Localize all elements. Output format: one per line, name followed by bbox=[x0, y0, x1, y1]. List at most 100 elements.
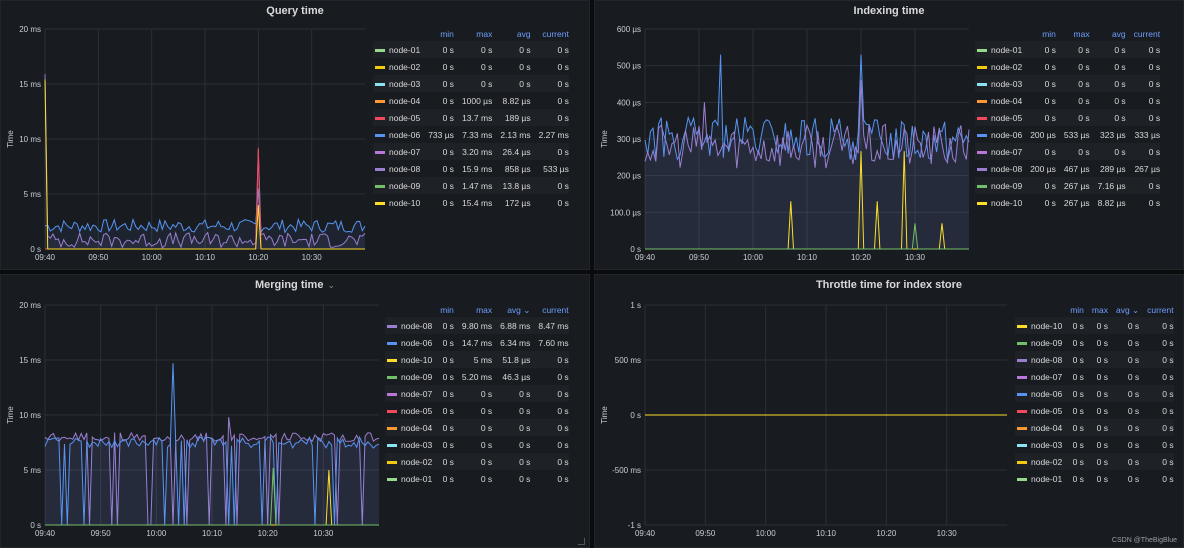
legend-row-node-01[interactable]: node-01 0 s 0 s 0 s 0 s bbox=[975, 41, 1161, 58]
legend-header-current[interactable]: current bbox=[1147, 305, 1174, 315]
legend-row-node-06[interactable]: node-06 0 s 0 s 0 s 0 s bbox=[1015, 385, 1174, 402]
series-color-swatch[interactable] bbox=[1017, 375, 1027, 379]
legend-row-node-07[interactable]: node-07 0 s 0 s 0 s 0 s bbox=[975, 143, 1161, 160]
legend-header-max[interactable]: max bbox=[1073, 29, 1090, 39]
legend-series-name[interactable]: node-03 bbox=[991, 78, 1023, 89]
legend-row-node-04[interactable]: node-04 0 s 0 s 0 s 0 s bbox=[975, 92, 1160, 109]
panel-title[interactable]: Throttle time for index store bbox=[815, 279, 963, 291]
legend-row-node-06[interactable]: node-06 0 s 14.7 ms 6.34 ms 7.60 ms bbox=[385, 334, 569, 351]
legend-row-node-09[interactable]: node-09 0 s 0 s 0 s 0 s bbox=[1015, 334, 1174, 351]
series-color-swatch[interactable] bbox=[375, 133, 385, 137]
legend-series-name[interactable]: node-10 bbox=[389, 197, 421, 208]
legend-row-node-01[interactable]: node-01 0 s 0 s 0 s 0 s bbox=[1015, 470, 1174, 487]
legend-row-node-05[interactable]: node-05 0 s 13.7 ms 189 µs 0 s bbox=[373, 109, 569, 126]
series-color-swatch[interactable] bbox=[1017, 426, 1027, 430]
legend-row-node-09[interactable]: node-09 0 s 1.47 ms 13.8 µs 0 s bbox=[373, 177, 569, 194]
legend-series-name[interactable]: node-04 bbox=[389, 95, 421, 106]
resize-handle[interactable] bbox=[578, 538, 585, 545]
legend-series-name[interactable]: node-09 bbox=[991, 180, 1023, 191]
series-color-swatch[interactable] bbox=[375, 99, 385, 103]
legend-row-node-03[interactable]: node-03 0 s 0 s 0 s 0 s bbox=[975, 75, 1161, 92]
legend-row-node-02[interactable]: node-02 0 s 0 s 0 s 0 s bbox=[373, 58, 569, 75]
legend-header-current[interactable]: current bbox=[542, 29, 569, 39]
series-color-swatch[interactable] bbox=[977, 99, 987, 103]
series-color-swatch[interactable] bbox=[977, 65, 987, 69]
legend-header-current[interactable]: current bbox=[542, 305, 569, 315]
legend-series-name[interactable]: node-06 bbox=[401, 337, 433, 348]
legend-row-node-10[interactable]: node-10 0 s 0 s 0 s 0 s bbox=[1015, 317, 1174, 334]
series-color-swatch[interactable] bbox=[375, 184, 385, 188]
legend-series-name[interactable]: node-06 bbox=[991, 129, 1023, 140]
series-color-swatch[interactable] bbox=[387, 409, 397, 413]
legend-header-min[interactable]: min bbox=[1042, 29, 1056, 39]
panel-title[interactable]: Indexing time bbox=[853, 5, 925, 17]
legend-series-name[interactable]: node-06 bbox=[389, 129, 421, 140]
legend-series-name[interactable]: node-04 bbox=[991, 95, 1023, 106]
legend-row-node-04[interactable]: node-04 0 s 0 s 0 s 0 s bbox=[385, 419, 569, 436]
legend-series-name[interactable]: node-01 bbox=[401, 473, 433, 484]
legend-row-node-07[interactable]: node-07 0 s 0 s 0 s 0 s bbox=[385, 385, 569, 402]
legend-row-node-03[interactable]: node-03 0 s 0 s 0 s 0 s bbox=[385, 436, 569, 453]
legend-header-avg[interactable]: avg bbox=[1111, 29, 1126, 39]
legend-series-name[interactable]: node-08 bbox=[991, 163, 1023, 174]
legend-series-name[interactable]: node-03 bbox=[401, 439, 433, 450]
legend-row-node-03[interactable]: node-03 0 s 0 s 0 s 0 s bbox=[1015, 436, 1174, 453]
panel-title[interactable]: Query time bbox=[266, 5, 324, 17]
legend-row-node-08[interactable]: node-08 200 µs 467 µs 289 µs 267 µs bbox=[975, 160, 1160, 177]
legend-series-name[interactable]: node-03 bbox=[1031, 439, 1063, 450]
series-color-swatch[interactable] bbox=[375, 201, 385, 205]
legend-row-node-04[interactable]: node-04 0 s 0 s 0 s 0 s bbox=[1015, 419, 1174, 436]
legend-series-name[interactable]: node-02 bbox=[1031, 456, 1063, 467]
legend-series-name[interactable]: node-04 bbox=[401, 422, 433, 433]
legend-series-name[interactable]: node-03 bbox=[389, 78, 421, 89]
legend-row-node-04[interactable]: node-04 0 s 1000 µs 8.82 µs 0 s bbox=[373, 92, 569, 109]
series-color-swatch[interactable] bbox=[387, 426, 397, 430]
series-color-swatch[interactable] bbox=[387, 460, 397, 464]
series-color-swatch[interactable] bbox=[1017, 341, 1027, 345]
legend-row-node-06[interactable]: node-06 733 µs 7.33 ms 2.13 ms 2.27 ms bbox=[373, 126, 569, 143]
series-color-swatch[interactable] bbox=[375, 167, 385, 171]
legend-series-name[interactable]: node-09 bbox=[1031, 337, 1063, 348]
series-color-swatch[interactable] bbox=[1017, 358, 1027, 362]
legend-header-max[interactable]: max bbox=[476, 305, 493, 315]
legend-row-node-08[interactable]: node-08 0 s 9.80 ms 6.88 ms 8.47 ms bbox=[385, 317, 569, 334]
legend-series-name[interactable]: node-04 bbox=[1031, 422, 1063, 433]
legend-row-node-05[interactable]: node-05 0 s 0 s 0 s 0 s bbox=[1015, 402, 1174, 419]
legend-series-name[interactable]: node-05 bbox=[1031, 405, 1063, 416]
legend-row-node-02[interactable]: node-02 0 s 0 s 0 s 0 s bbox=[1015, 453, 1174, 470]
series-color-swatch[interactable] bbox=[375, 65, 385, 69]
legend-series-name[interactable]: node-08 bbox=[401, 320, 433, 331]
legend-row-node-01[interactable]: node-01 0 s 0 s 0 s 0 s bbox=[385, 470, 569, 487]
legend-series-name[interactable]: node-02 bbox=[389, 61, 421, 72]
series-color-swatch[interactable] bbox=[977, 201, 987, 205]
series-color-swatch[interactable] bbox=[387, 392, 397, 396]
series-color-swatch[interactable] bbox=[1017, 477, 1027, 481]
legend-header-min[interactable]: min bbox=[440, 29, 454, 39]
legend-header-max[interactable]: max bbox=[1091, 305, 1108, 315]
series-color-swatch[interactable] bbox=[387, 341, 397, 345]
series-color-swatch[interactable] bbox=[977, 184, 987, 188]
legend-series-name[interactable]: node-07 bbox=[401, 388, 433, 399]
legend-series-name[interactable]: node-06 bbox=[1031, 388, 1063, 399]
legend-row-node-10[interactable]: node-10 0 s 5 ms 51.8 µs 0 s bbox=[385, 351, 569, 368]
legend-series-name[interactable]: node-07 bbox=[389, 146, 421, 157]
legend-row-node-02[interactable]: node-02 0 s 0 s 0 s 0 s bbox=[975, 58, 1160, 75]
panel-title[interactable]: Merging time ⌄ bbox=[255, 279, 335, 291]
legend-row-node-08[interactable]: node-08 0 s 15.9 ms 858 µs 533 µs bbox=[373, 160, 569, 177]
legend-row-node-03[interactable]: node-03 0 s 0 s 0 s 0 s bbox=[373, 75, 569, 92]
legend-series-name[interactable]: node-01 bbox=[991, 44, 1023, 55]
legend-series-name[interactable]: node-02 bbox=[401, 456, 433, 467]
legend-series-name[interactable]: node-10 bbox=[1031, 320, 1063, 331]
legend-series-name[interactable]: node-05 bbox=[389, 112, 421, 123]
series-color-swatch[interactable] bbox=[1017, 324, 1027, 328]
series-color-swatch[interactable] bbox=[387, 443, 397, 447]
series-color-swatch[interactable] bbox=[375, 116, 385, 120]
series-color-swatch[interactable] bbox=[977, 150, 987, 154]
series-color-swatch[interactable] bbox=[375, 82, 385, 86]
series-color-swatch[interactable] bbox=[977, 167, 987, 171]
series-color-swatch[interactable] bbox=[1017, 443, 1027, 447]
legend-row-node-07[interactable]: node-07 0 s 0 s 0 s 0 s bbox=[1015, 368, 1174, 385]
series-color-swatch[interactable] bbox=[375, 150, 385, 154]
legend-header-min[interactable]: min bbox=[1070, 305, 1084, 315]
legend-row-node-10[interactable]: node-10 0 s 267 µs 8.82 µs 0 s bbox=[975, 194, 1160, 211]
